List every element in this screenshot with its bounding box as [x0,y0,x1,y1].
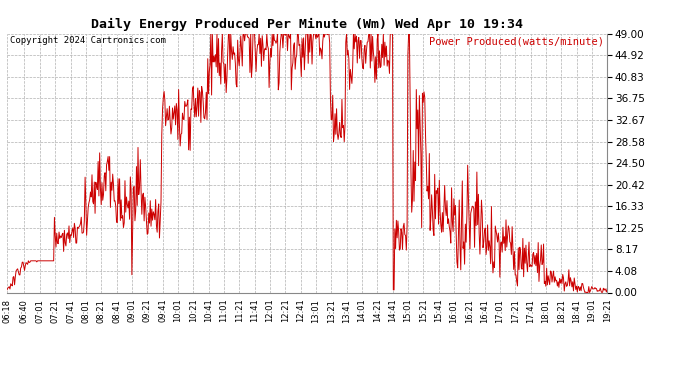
Text: Copyright 2024 Cartronics.com: Copyright 2024 Cartronics.com [10,36,166,45]
Title: Daily Energy Produced Per Minute (Wm) Wed Apr 10 19:34: Daily Energy Produced Per Minute (Wm) We… [91,18,523,31]
Text: Power Produced(watts/minute): Power Produced(watts/minute) [429,36,604,46]
